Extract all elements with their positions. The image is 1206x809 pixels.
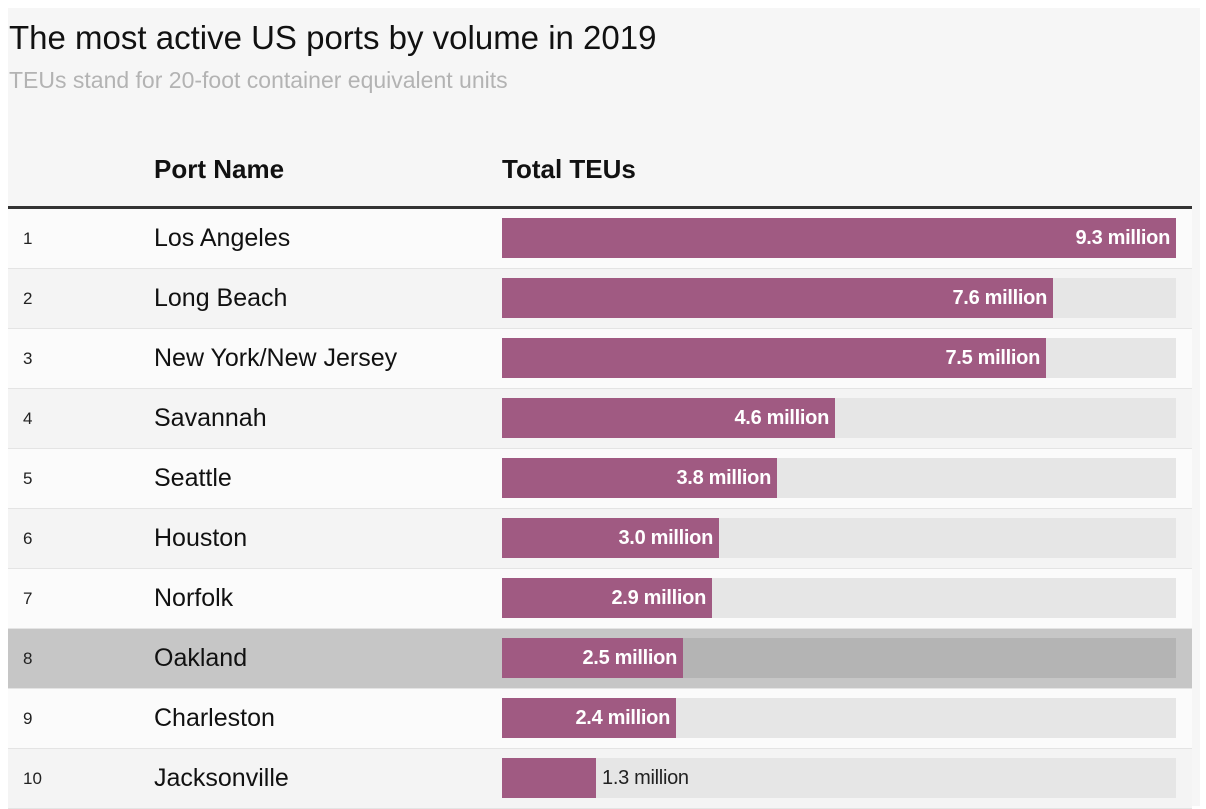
row-rank: 9 xyxy=(23,709,33,728)
row-port-name: Houston xyxy=(154,524,248,552)
header-divider xyxy=(8,206,1192,209)
chart-rows: 1 Los Angeles 9.3 million 2 Long Beach 7.6 mi… xyxy=(8,209,1192,809)
bar-mark xyxy=(502,638,683,678)
table-row[interactable]: 3 New York/New Jersey 7.5 million xyxy=(8,329,1192,389)
table-row[interactable]: 5 Seattle 3.8 million xyxy=(8,449,1192,509)
bar-value-label: 2.5 million xyxy=(582,647,677,669)
row-port-name: Oakland xyxy=(154,644,248,672)
row-rank: 7 xyxy=(23,589,33,608)
row-port-name: Charleston xyxy=(154,704,275,732)
bar-value-label: 2.9 million xyxy=(611,587,706,609)
chart-title: The most active US ports by volume in 20… xyxy=(9,19,657,56)
bar-mark xyxy=(502,338,1046,378)
table-row[interactable]: 6 Houston 3.0 million xyxy=(8,509,1192,569)
bar-value-label: 2.4 million xyxy=(575,707,670,729)
row-rank: 1 xyxy=(23,229,33,248)
table-row[interactable]: 7 Norfolk 2.9 million xyxy=(8,569,1192,629)
row-port-name: Savannah xyxy=(154,404,267,432)
table-row[interactable]: 10 Jacksonville 1.3 million xyxy=(8,749,1192,809)
bar-mark xyxy=(502,398,835,438)
row-rank: 3 xyxy=(23,349,33,368)
bar-track: 1.3 million xyxy=(502,758,1176,798)
row-port-name: Los Angeles xyxy=(154,224,291,252)
bar-track: 2.5 million xyxy=(502,638,1176,678)
table-row[interactable]: 2 Long Beach 7.6 million xyxy=(8,269,1192,329)
bar-value-label: 9.3 million xyxy=(1075,227,1170,249)
row-rank: 2 xyxy=(23,289,33,308)
row-rank: 8 xyxy=(23,649,33,668)
bar-mark xyxy=(502,758,596,798)
bar-mark xyxy=(502,518,719,558)
bar-value-label: 3.8 million xyxy=(676,467,771,489)
row-rank: 5 xyxy=(23,469,33,488)
bar-mark xyxy=(502,578,712,618)
row-port-name: Long Beach xyxy=(154,284,288,312)
bar-track: 4.6 million xyxy=(502,398,1176,438)
row-rank: 4 xyxy=(23,409,33,428)
column-header-total-teus: Total TEUs xyxy=(502,154,636,184)
table-row[interactable]: 9 Charleston 2.4 million xyxy=(8,689,1192,749)
row-rank: 6 xyxy=(23,529,33,548)
bar-track: 7.5 million xyxy=(502,338,1176,378)
bar-track: 3.0 million xyxy=(502,518,1176,558)
bar-value-label: 3.0 million xyxy=(618,527,713,549)
bar-value-label: 4.6 million xyxy=(734,407,829,429)
bar-track: 2.4 million xyxy=(502,698,1176,738)
bar-mark xyxy=(502,278,1053,318)
bar-mark xyxy=(502,698,676,738)
bar-value-label: 7.5 million xyxy=(945,347,1040,369)
bar-mark xyxy=(502,458,777,498)
column-header-port-name: Port Name xyxy=(154,154,285,184)
row-port-name: Jacksonville xyxy=(154,764,289,792)
row-port-name: Norfolk xyxy=(154,584,234,612)
table-row[interactable]: 4 Savannah 4.6 million xyxy=(8,389,1192,449)
bar-track: 9.3 million xyxy=(502,218,1176,258)
table-row[interactable]: 1 Los Angeles 9.3 million xyxy=(8,209,1192,269)
row-rank: 10 xyxy=(23,769,42,788)
bar-value-label: 7.6 million xyxy=(952,287,1047,309)
bar-value-label: 1.3 million xyxy=(602,767,689,789)
row-port-name: Seattle xyxy=(154,464,232,492)
row-port-name: New York/New Jersey xyxy=(154,344,398,372)
bar-track: 7.6 million xyxy=(502,278,1176,318)
bar-mark xyxy=(502,218,1176,258)
bar-track: 2.9 million xyxy=(502,578,1176,618)
table-row[interactable]: 8 Oakland 2.5 million xyxy=(8,629,1192,689)
chart-subtitle: TEUs stand for 20-foot container equival… xyxy=(9,67,508,93)
bar-track: 3.8 million xyxy=(502,458,1176,498)
